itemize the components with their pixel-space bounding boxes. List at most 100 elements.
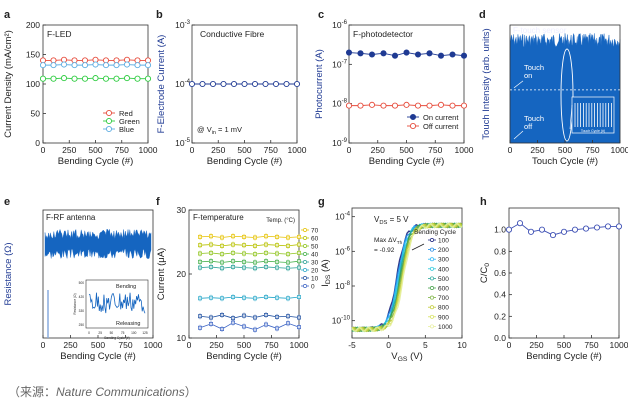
panel-d-inset — [571, 96, 615, 134]
panel-g-legend-label: 200 — [438, 247, 449, 254]
panel-g-max-dvth-value: = -0.92 — [374, 247, 395, 254]
panel-g-ytick-label: 10-4 — [335, 211, 351, 222]
panel-b-ytick-label: 10-3 — [175, 19, 191, 30]
panel-d-xtick-label: 500 — [558, 145, 572, 155]
panel-c-point — [357, 50, 364, 57]
panel-c-legend-marker — [409, 122, 417, 130]
panel-f-series-line — [199, 260, 300, 263]
panel-h-ylabel: C/C0 — [479, 263, 491, 283]
panel-c-title: F-photodetector — [353, 29, 413, 39]
panel-f-xtick-label: 250 — [209, 340, 223, 350]
panel-a-point — [50, 75, 57, 82]
panel-a-point — [102, 62, 110, 69]
panel-h-point — [560, 228, 568, 235]
panel-c-point — [449, 102, 456, 109]
panel-d-xtick-label: 0 — [508, 145, 513, 155]
caption-source: Nature Communications — [56, 385, 185, 399]
panel-d-letter: d — [479, 9, 486, 21]
panel-f-xtick-label: 1000 — [290, 340, 309, 350]
panel-c-ytick-label: 10-9 — [332, 137, 348, 148]
panel-g-legend-marker — [430, 276, 434, 281]
panel-g-ytick-label-base: 10 — [335, 281, 345, 291]
panel-b-ytick-label-exp: -5 — [185, 137, 191, 144]
panel-f-xlabel: Bending Cycle (#) — [206, 351, 282, 362]
panel-c-point — [437, 52, 445, 59]
panel-e-inset — [85, 279, 149, 329]
panel-a-ytick-label: 100 — [26, 79, 40, 89]
panel-b-point — [241, 80, 248, 88]
panel-g-ytick-label-exp: -4 — [345, 211, 351, 218]
panel-c-ytick-label: 10-8 — [332, 98, 348, 109]
panel-c-point — [391, 102, 399, 109]
panel-g-ylabel-main: I — [320, 284, 331, 287]
panel-g-legend-marker — [430, 257, 434, 262]
panel-h-ylabel-main: C/C — [479, 267, 490, 284]
panel-c-ytick-label-exp: -8 — [342, 98, 348, 105]
panel-f-letter: f — [156, 196, 160, 208]
panel-f-legend-label: 0 — [311, 284, 315, 291]
panel-g-xtick-label: 5 — [423, 340, 428, 350]
panel-c-point — [357, 102, 364, 109]
panel-g-legend-marker — [430, 324, 434, 329]
panel-b-ytick-label: 10-4 — [175, 78, 191, 89]
panel-f-series-line — [199, 244, 300, 247]
panel-c-ytick-label-base: 10 — [332, 20, 342, 30]
panel-a-point — [134, 62, 141, 69]
panel-b-xtick-label: 0 — [190, 145, 195, 155]
panel-g-letter: g — [318, 196, 325, 208]
panel-b-annotation-main: @ V — [197, 125, 212, 134]
panel-e-inset-line — [88, 292, 146, 314]
panel-a-point — [81, 62, 89, 69]
panel-e-xlabel: Bending Cycle (#) — [60, 351, 136, 362]
panel-e-inset-xtick-label: 50 — [110, 331, 114, 335]
panel-h-point — [527, 228, 535, 235]
panel-e-xtick-label: 500 — [91, 340, 105, 350]
panel-g-xlabel: VGS (V) — [391, 351, 423, 363]
panel-e-inset-xlabel: Bending Cycle (#) — [104, 336, 129, 340]
panel-c-xtick-label: 0 — [347, 145, 352, 155]
panel-f-frame — [188, 209, 300, 339]
panel-a-legend-label: Blue — [119, 125, 134, 134]
panel-a-ytick-label: 200 — [26, 20, 40, 30]
panel-e-ylabel: Resistance (Ω) — [3, 242, 14, 305]
panel-h-xtick-label: 250 — [529, 340, 543, 350]
panel-c-ytick-label-exp: -7 — [342, 58, 348, 65]
panel-f-legend-marker — [303, 252, 307, 256]
panel-a-point — [60, 61, 68, 68]
panel-a-point — [123, 75, 131, 82]
panel-f-legend-title: Temp. (°C) — [266, 218, 295, 224]
panel-b-point — [220, 80, 227, 88]
panel-b-ytick-label-base: 10 — [175, 79, 185, 89]
panel-f-title: F-temperature — [193, 213, 244, 222]
panel-c-point — [391, 52, 399, 59]
panel-f-legend-label: 70 — [311, 228, 319, 235]
panel-e-inset-ylabel: Resistance (Ω) — [73, 293, 77, 314]
panel-e-inset-ytick-label: 500 — [79, 281, 85, 285]
panel-b-xtick-label: 1000 — [288, 145, 307, 155]
panel-c-xlabel: Bending Cycle (#) — [369, 156, 445, 167]
panel-d-touch-on-label-1: Touch — [524, 63, 544, 72]
panel-f-legend-label: 30 — [311, 260, 319, 267]
panel-b-point — [283, 80, 290, 88]
panel-a-point — [81, 75, 89, 82]
panel-g-legend-label: 300 — [438, 257, 449, 264]
panel-a-point — [123, 61, 131, 68]
panel-b-ytick-label-exp: -3 — [185, 19, 191, 26]
panel-f-legend-label: 40 — [311, 252, 319, 259]
panel-b-annotation: @ Vin = 1 mV — [197, 125, 242, 136]
panel-b-letter: b — [156, 9, 163, 21]
panel-a-point — [144, 62, 152, 69]
panel-d-xlabel: Touch Cycle (#) — [532, 156, 598, 167]
panel-c-ytick-label-base: 10 — [332, 59, 342, 69]
panel-c-point — [403, 101, 410, 108]
panel-a-title: F-LED — [47, 29, 72, 39]
panel-g-legend-marker — [430, 247, 434, 252]
panel-c-point — [426, 50, 433, 57]
panel-g-ylabel: IDS (A) — [320, 259, 332, 286]
panel-f-legend-label: 50 — [311, 244, 319, 251]
panel-g-legend-label: 900 — [438, 314, 449, 321]
panel-g-legend-label: 600 — [438, 286, 449, 293]
panel-g-annotation-arrow — [411, 243, 425, 251]
panel-e-title: F-RF antenna — [46, 213, 96, 222]
